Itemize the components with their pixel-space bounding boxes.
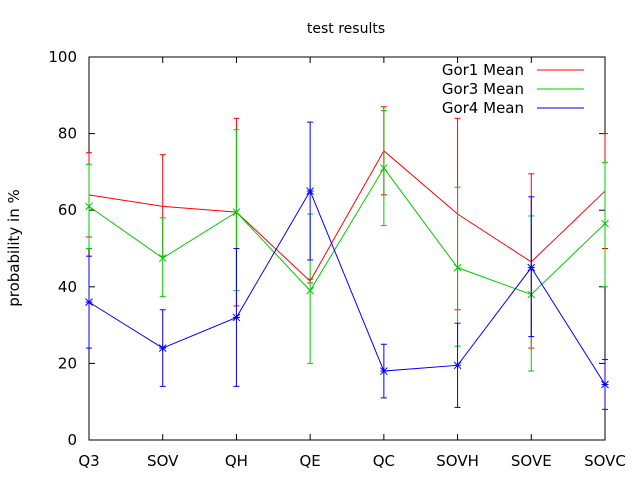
data-point [306,286,314,295]
series-line [88,150,606,282]
data-point [85,202,93,211]
y-tick-label: 60 [58,201,77,219]
x-tick-label: QH [225,452,248,470]
legend-label: Gor4 Mean [442,99,524,117]
data-point [453,361,462,370]
data-point [601,219,609,228]
data-point [380,367,388,375]
x-tick-label: SOVE [511,452,552,470]
y-tick-label: 0 [67,431,77,449]
data-point [85,298,93,306]
legend-label: Gor3 Mean [442,80,524,98]
data-point [527,263,536,272]
x-tick-label: SOVH [436,452,479,470]
x-tick-label: SOVC [584,452,626,470]
marker-stroke [232,208,241,216]
chart-title: test results [307,21,385,37]
x-tick-label: SOV [147,452,179,470]
y-tick-label: 40 [58,278,77,296]
plot-frame [88,56,606,441]
series-1 [85,110,609,372]
x-tick-label: QC [373,452,395,470]
data-point [232,313,241,322]
data-point [453,263,462,272]
series-layer [85,106,609,410]
data-point [601,380,609,389]
y-axis-title: probability in % [5,189,23,307]
x-tick-label: Q3 [78,452,99,470]
x-tick-label: QE [299,452,320,470]
marker-stroke [158,254,167,262]
series-line [88,167,606,296]
y-tick-label: 100 [48,48,77,66]
marker-stroke [453,263,462,272]
legend-label: Gor1 Mean [442,61,524,79]
marker-stroke [306,286,314,295]
data-point [232,208,241,216]
marker-stroke [85,202,93,211]
y-tick-label: 20 [58,354,77,372]
data-point [158,254,167,262]
series-2 [85,121,609,410]
series-line [88,189,606,385]
series-0 [86,106,608,349]
axes: 0 20 40 60 80 100 Q3 SOV QH QE QC SOVH SOVE SOVC [48,48,626,470]
data-point [158,344,167,352]
data-point [306,187,314,195]
marker-stroke [380,164,388,172]
data-point [380,164,388,172]
y-tick-label: 80 [58,125,77,143]
marker-stroke [601,219,609,228]
